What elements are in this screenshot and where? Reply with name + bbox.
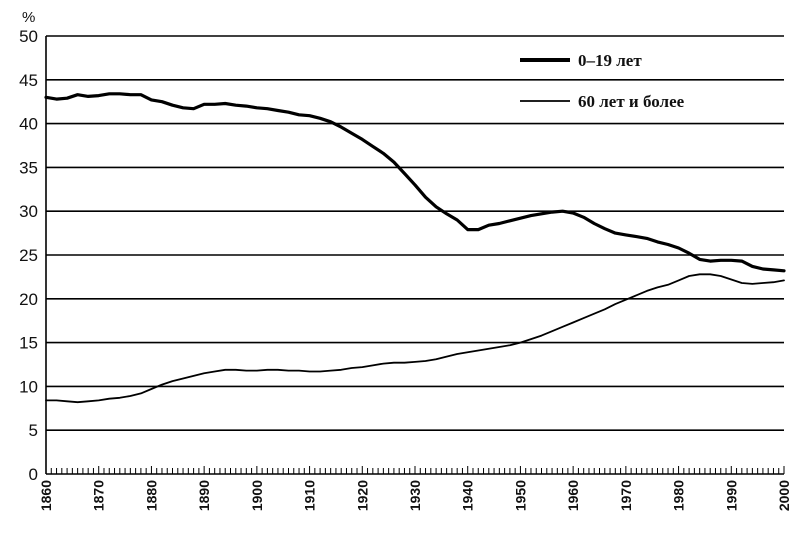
y-tick-label: 25	[19, 246, 38, 265]
x-tick-label: 1940	[460, 480, 476, 511]
grid-layer	[46, 35, 784, 432]
legend-label-60-plus: 60 лет и более	[578, 92, 685, 111]
x-tick-label: 1970	[618, 480, 634, 511]
y-tick-label: 20	[19, 290, 38, 309]
series-line-0-19	[44, 92, 786, 273]
axis-layer: 0 5 10 15 20 25 30 35 40 45 50 1860 1870 1880 1890 1900…	[19, 27, 792, 511]
x-tick-label: 1980	[671, 480, 687, 511]
x-tick-label: 1900	[249, 480, 265, 511]
y-tick-label: 50	[19, 27, 38, 46]
x-tick-label: 2000	[776, 480, 792, 511]
y-tick-label: 10	[19, 377, 38, 396]
x-tick-label: 1870	[91, 480, 107, 511]
y-unit-label: %	[22, 9, 35, 26]
y-tick-label: 5	[29, 421, 38, 440]
x-tick-label: 1950	[512, 480, 528, 511]
y-tick-label: 30	[19, 202, 38, 221]
y-tick-label: 40	[19, 115, 38, 134]
x-tick-label: 1990	[723, 480, 739, 511]
y-tick-label: 45	[19, 71, 38, 90]
x-tick-label: 1860	[38, 480, 54, 511]
series-layer	[44, 92, 786, 404]
y-tick-label: 15	[19, 334, 38, 353]
legend: 0–19 лет 60 лет и более	[520, 51, 685, 111]
series-line-60-plus	[45, 273, 785, 404]
y-tick-label: 0	[29, 465, 38, 484]
x-tick-label: 1930	[407, 480, 423, 511]
x-tick-label: 1880	[143, 480, 159, 511]
y-tick-label: 35	[19, 158, 38, 177]
x-tick-label: 1960	[565, 480, 581, 511]
x-tick-label: 1920	[354, 480, 370, 511]
x-tick-label: 1890	[196, 480, 212, 511]
legend-label-0-19: 0–19 лет	[578, 51, 642, 70]
x-tick-label: 1910	[302, 480, 318, 511]
